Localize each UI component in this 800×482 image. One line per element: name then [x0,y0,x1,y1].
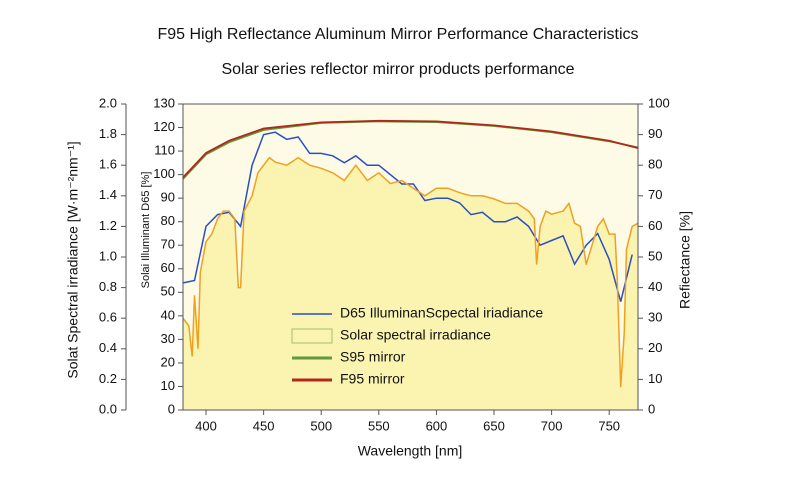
y2-tick-label: 80 [161,213,175,228]
x-tick-label: 400 [195,418,217,433]
y-axis-label: Solat Spectral irradiance [W·m⁻²nm⁻¹] [65,141,81,378]
y2-tick-label: 10 [161,378,175,393]
x-axis-label: Wavelength [nm] [358,443,463,459]
legend-label: F95 mirror [340,371,405,387]
y2-tick-label: 120 [153,119,175,134]
y2-tick-label: 70 [161,237,175,252]
y2-tick-label: 30 [161,331,175,346]
legend-label: D65 IlluminanScpectal iriadiance [340,305,543,321]
y2-tick-label: 0 [168,401,175,416]
legend-label: S95 mirror [340,349,406,365]
y-tick-label: 1.2 [99,218,117,233]
y3-axis-label: Refiectance [%] [677,211,693,309]
y3-tick-label: 20 [648,340,662,355]
y2-tick-label: 50 [161,284,175,299]
x-tick-label: 500 [310,418,332,433]
y-tick-label: 0.0 [99,401,117,416]
x-tick-label: 650 [483,418,505,433]
y-tick-label: 2.0 [99,95,117,110]
y-tick-label: 0.8 [99,279,117,294]
y-tick-label: 1.8 [99,126,117,141]
y3-tick-label: 70 [648,187,662,202]
y-tick-label: 0.6 [99,310,117,325]
x-tick-label: 750 [598,418,620,433]
area [183,157,638,410]
x-tick-label: 550 [368,418,390,433]
y2-tick-label: 90 [161,190,175,205]
x-tick-label: 450 [253,418,275,433]
y3-tick-label: 40 [648,279,662,294]
y3-tick-label: 60 [648,218,662,233]
y3-tick-label: 30 [648,310,662,325]
y3-tick-label: 50 [648,248,662,263]
chart-title: F95 High Reflectance Aluminum Mirror Per… [157,26,638,43]
legend-swatch [291,328,333,344]
y3-tick-label: 90 [648,126,662,141]
y2-axis-label: Solai Illuminant D65 [%] [140,172,152,289]
y-tick-label: 1.4 [99,187,117,202]
y3-tick-label: 100 [648,95,670,110]
chart-subtitle: Solar series reflector mirror products p… [221,61,574,78]
x-tick-label: 600 [426,418,448,433]
y2-tick-label: 110 [154,143,175,158]
line [183,156,638,388]
line [183,119,638,179]
y2-tick-label: 60 [161,260,175,275]
y3-tick-label: 10 [648,371,662,386]
y3-tick-label: 0 [648,401,655,416]
y-tick-label: 1.6 [99,157,117,172]
y-tick-label: 0.2 [99,371,117,386]
y-tick-label: 1.0 [99,248,117,263]
y2-tick-label: 20 [161,354,175,369]
x-tick-label: 700 [541,418,563,433]
legend: D65 IlluminanScpectal iriadiance Solar sp… [291,305,543,387]
y2-tick-label: 40 [161,307,175,322]
y2-tick-label: 130 [153,95,175,110]
y3-tick-label: 80 [648,157,662,172]
y-tick-label: 0.4 [99,340,117,355]
y2-tick-label: 100 [153,166,175,181]
legend-label: Solar spectral irradiance [340,327,491,343]
